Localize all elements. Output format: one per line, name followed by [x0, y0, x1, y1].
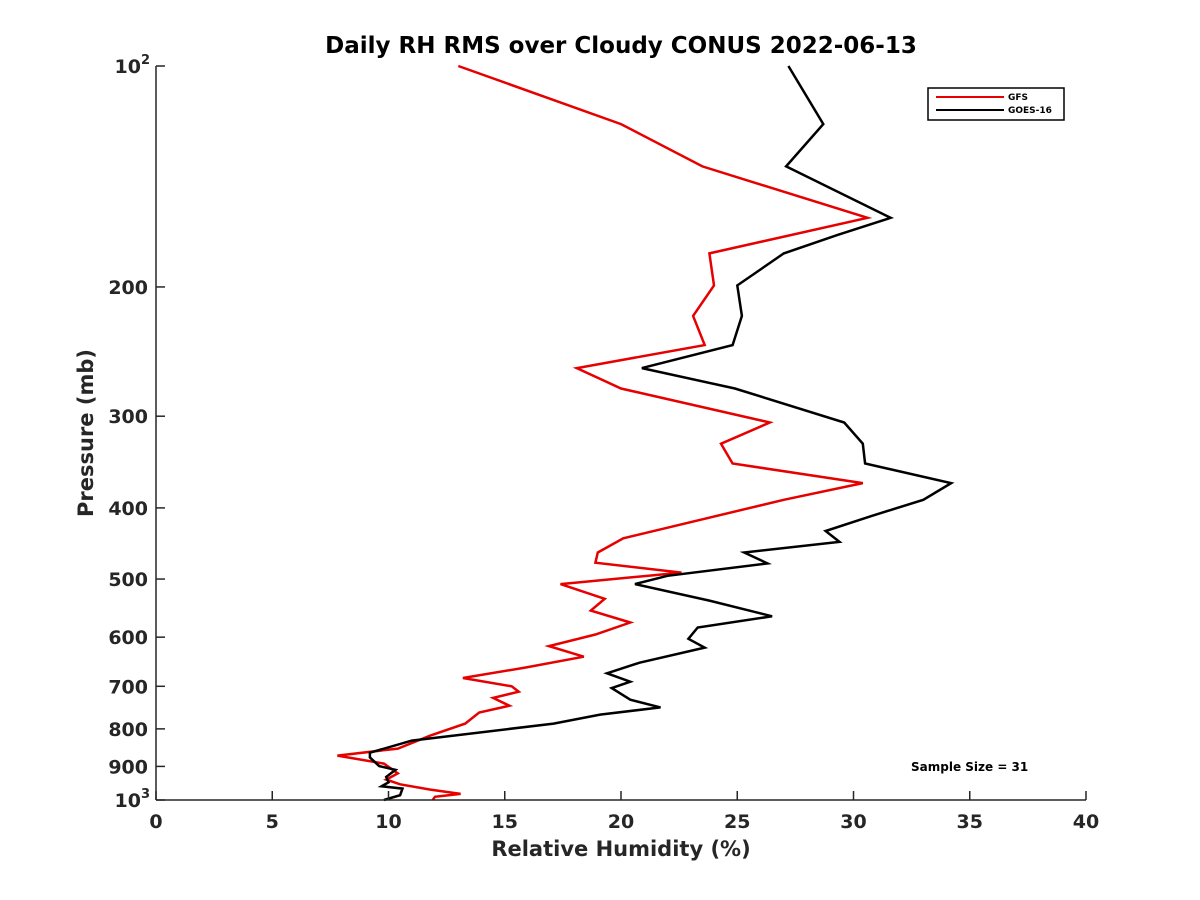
- y-tick-label: 200: [108, 277, 148, 299]
- y-tick-label: 900: [108, 756, 148, 778]
- x-tick-label: 30: [840, 811, 866, 833]
- series-layer: [337, 64, 955, 802]
- legend: GFS GOES-16: [927, 87, 1065, 121]
- x-tick-label: 25: [724, 811, 750, 833]
- legend-box: [927, 87, 1065, 121]
- x-tick-label: 35: [957, 811, 983, 833]
- x-tick-label: 10: [375, 811, 401, 833]
- sample-size-annotation: Sample Size = 31: [911, 760, 1028, 774]
- x-tick-label: 15: [492, 811, 518, 833]
- series-line-gfs: [337, 64, 873, 801]
- y-tick-label: 300: [108, 406, 148, 428]
- y-tick-label: 103: [115, 787, 151, 812]
- x-tick-label: 5: [266, 811, 279, 833]
- x-axis-ticks: 0 5 10 15 20 25 30 35 40: [149, 791, 1099, 833]
- x-tick-label: 20: [608, 811, 634, 833]
- y-tick-label: 800: [108, 719, 148, 741]
- x-tick-label: 40: [1073, 811, 1099, 833]
- x-tick-label: 0: [149, 811, 162, 833]
- y-tick-label: 700: [108, 676, 148, 698]
- y-tick-label: 102: [115, 53, 151, 78]
- x-axis-label: Relative Humidity (%): [491, 837, 750, 861]
- legend-label-gfs: GFS: [1008, 93, 1028, 103]
- series-line-goes16: [368, 65, 955, 802]
- chart-title: Daily RH RMS over Cloudy CONUS 2022-06-1…: [325, 33, 917, 59]
- y-axis-label: Pressure (mb): [74, 349, 98, 517]
- y-axis-ticks: 102 200 300 400 500 600 700 800 900 103: [108, 53, 165, 812]
- legend-label-goes16: GOES-16: [1008, 106, 1052, 116]
- y-tick-label: 400: [108, 498, 148, 520]
- y-tick-label: 600: [108, 627, 148, 649]
- y-tick-label: 500: [108, 569, 148, 591]
